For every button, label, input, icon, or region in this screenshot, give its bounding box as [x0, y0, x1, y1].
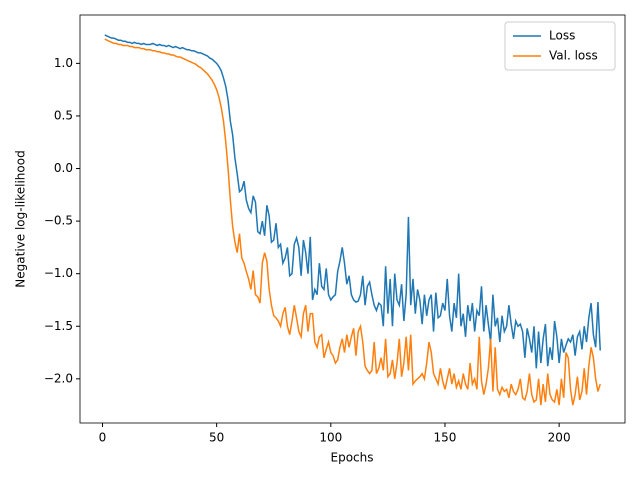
x-tick-label: 0 — [99, 431, 107, 445]
legend-label: Val. loss — [549, 49, 598, 63]
y-tick-label: −2.0 — [44, 371, 73, 385]
y-tick-label: 0.5 — [54, 108, 73, 122]
legend-box — [504, 21, 616, 71]
y-tick-label: 1.0 — [54, 56, 73, 70]
y-axis-label: Negative log-likelihood — [14, 150, 28, 287]
y-tick-label: −1.5 — [44, 319, 73, 333]
x-tick-label: 200 — [548, 431, 571, 445]
x-tick-label: 150 — [434, 431, 457, 445]
legend-label: Loss — [549, 29, 575, 43]
x-tick-label: 100 — [319, 431, 342, 445]
axes-frame — [79, 14, 626, 424]
x-axis-label: Epochs — [331, 451, 374, 465]
y-tick-label: −0.5 — [44, 214, 73, 228]
line-series — [104, 38, 601, 406]
x-tick-label: 50 — [209, 431, 224, 445]
y-tick-label: −1.0 — [44, 266, 73, 280]
line-series — [104, 34, 601, 369]
y-tick-label: 0.0 — [54, 161, 73, 175]
